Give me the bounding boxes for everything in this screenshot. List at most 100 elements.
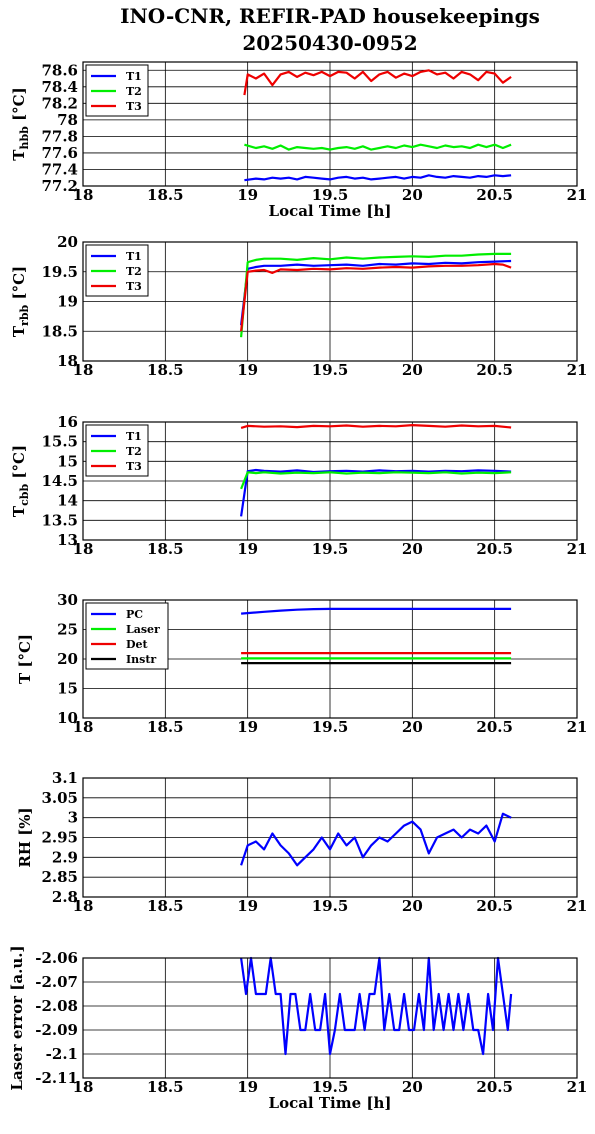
x-tick-label: 18.5 [147,1078,184,1096]
plot-frame [82,241,578,362]
legend-label: T1 [126,70,142,83]
x-tick-label: 20.5 [476,361,513,379]
y-tick-label: 3.05 [41,789,78,807]
legend-label: T1 [126,250,142,263]
y-tick-label: 20 [57,233,78,251]
x-tick-label: 19.5 [312,186,349,204]
y-tick-label: 2.85 [41,868,78,886]
x-tick-label: 19 [237,897,258,915]
y-tick-label: 13 [57,531,78,549]
y-tick-label: 78.6 [41,61,78,79]
y-tick-label: 78.4 [41,78,78,96]
x-tick-label: 18.5 [147,540,184,558]
series-line-t3 [240,262,512,332]
x-tick-label: 18 [73,897,94,915]
series-line-t3 [240,424,512,429]
x-tick-label: 20.5 [476,186,513,204]
y-tick-label: -2.06 [35,949,78,967]
x-tick-label: 20 [402,897,423,915]
series-line-t2 [240,252,512,338]
series-line-1 [240,812,512,867]
x-tick-label: 18.5 [147,718,184,736]
y-tick-label: -2.1 [46,1045,78,1063]
x-tick-label: 21 [567,361,588,379]
x-tick-label: 20 [402,540,423,558]
x-tick-label: 21 [567,718,588,736]
series-line-1 [240,956,513,1056]
y-tick-label: 18 [57,352,78,370]
x-tick-label: 21 [567,186,588,204]
y-tick-label: -2.09 [35,1021,78,1039]
plot-frame [82,957,578,1079]
x-tick-label: 21 [567,897,588,915]
y-axis-label: Trbb [°C] [10,266,31,337]
legend: PC Laser Det Instr [85,602,169,670]
x-tick-label: 18 [73,540,94,558]
x-tick-label: 19.5 [312,718,349,736]
panel-4: 18 18.5 19 19.5 20 20.5 21 10 15 20 25 30 T [°C] PC La… [16,591,587,736]
figure-subtitle: 20250430-0952 [242,31,417,55]
y-tick-label: 77.6 [41,144,78,162]
x-tick-label: 18.5 [147,897,184,915]
plot-frame [82,777,578,898]
x-axis-label: Local Time [h] [269,1094,392,1112]
series-line-pc [241,607,512,615]
y-tick-label: 30 [57,591,78,609]
x-tick-label: 19 [237,186,258,204]
x-tick-label: 19 [237,361,258,379]
y-tick-label: 19 [57,293,78,311]
x-tick-label: 18 [73,186,94,204]
y-tick-label: 77.4 [41,160,78,178]
x-tick-label: 20 [402,1078,423,1096]
x-tick-label: 20 [402,718,423,736]
y-axis-label: Thbb [°C] [10,87,31,160]
y-axis-label: Laser error [a.u.] [8,945,26,1090]
x-tick-label: 20 [402,186,423,204]
y-tick-label: 77.2 [41,177,78,195]
legend-label: T2 [126,265,142,278]
x-tick-label: 19.5 [312,1078,349,1096]
series-line-t1 [240,468,512,517]
x-tick-label: 18 [73,1078,94,1096]
legend-label: T3 [126,280,142,293]
y-tick-label: 19.5 [41,263,78,281]
x-tick-label: 20.5 [476,897,513,915]
legend-label: Det [126,638,149,651]
legend-label: PC [126,608,143,621]
series-line-t1 [244,174,512,182]
panels: 18 18.5 19 19.5 20 20.5 2177.277.477.677.87878… [8,61,587,1112]
y-tick-label: 14.5 [41,472,78,490]
legend-label: T2 [126,445,142,458]
panel-5: 18 18.5 19 19.5 20 20.5 21 2.8 2.85 2.92.95 3 3.05 3… [16,769,587,915]
panel-6: 18 18.5 19 19.5 20 20.5 21 -2.11 -2.1 -2.09 -2.08 -… [8,945,587,1112]
x-tick-label: 18 [73,718,94,736]
series-line-t3 [243,69,512,96]
y-tick-label: 10 [57,709,78,727]
panel-2: 18 18.5 19 19.5 20 20.5 21 18 18.5 19 19.5 20 Trbb [… [10,233,587,379]
x-tick-label: 19.5 [312,897,349,915]
y-tick-label: -2.11 [35,1069,78,1087]
x-tick-label: 21 [567,540,588,558]
y-axis-label: Tcbb [°C] [10,445,31,517]
y-tick-label: 15.5 [41,433,78,451]
y-tick-label: 18.5 [41,322,78,340]
legend: T1 T2 T3 [85,64,149,117]
y-tick-label: 13.5 [41,511,78,529]
y-tick-label: 20 [57,650,78,668]
y-axis-label: T [°C] [16,634,34,684]
y-tick-label: 15 [57,680,78,698]
y-tick-label: 25 [57,621,78,639]
y-tick-label: 14 [57,492,78,510]
legend-label: T2 [126,85,142,98]
y-tick-label: 3.1 [52,769,78,787]
plot-frame [82,61,578,187]
plot-frame [82,599,578,719]
y-tick-label: 3 [68,809,78,827]
x-tick-label: 18.5 [147,186,184,204]
y-tick-label: 78.2 [41,94,78,112]
y-tick-label: 16 [57,413,78,431]
x-tick-label: 21 [567,1078,588,1096]
figure-title: INO-CNR, REFIR-PAD housekeepings [120,4,540,28]
x-tick-label: 20.5 [476,540,513,558]
